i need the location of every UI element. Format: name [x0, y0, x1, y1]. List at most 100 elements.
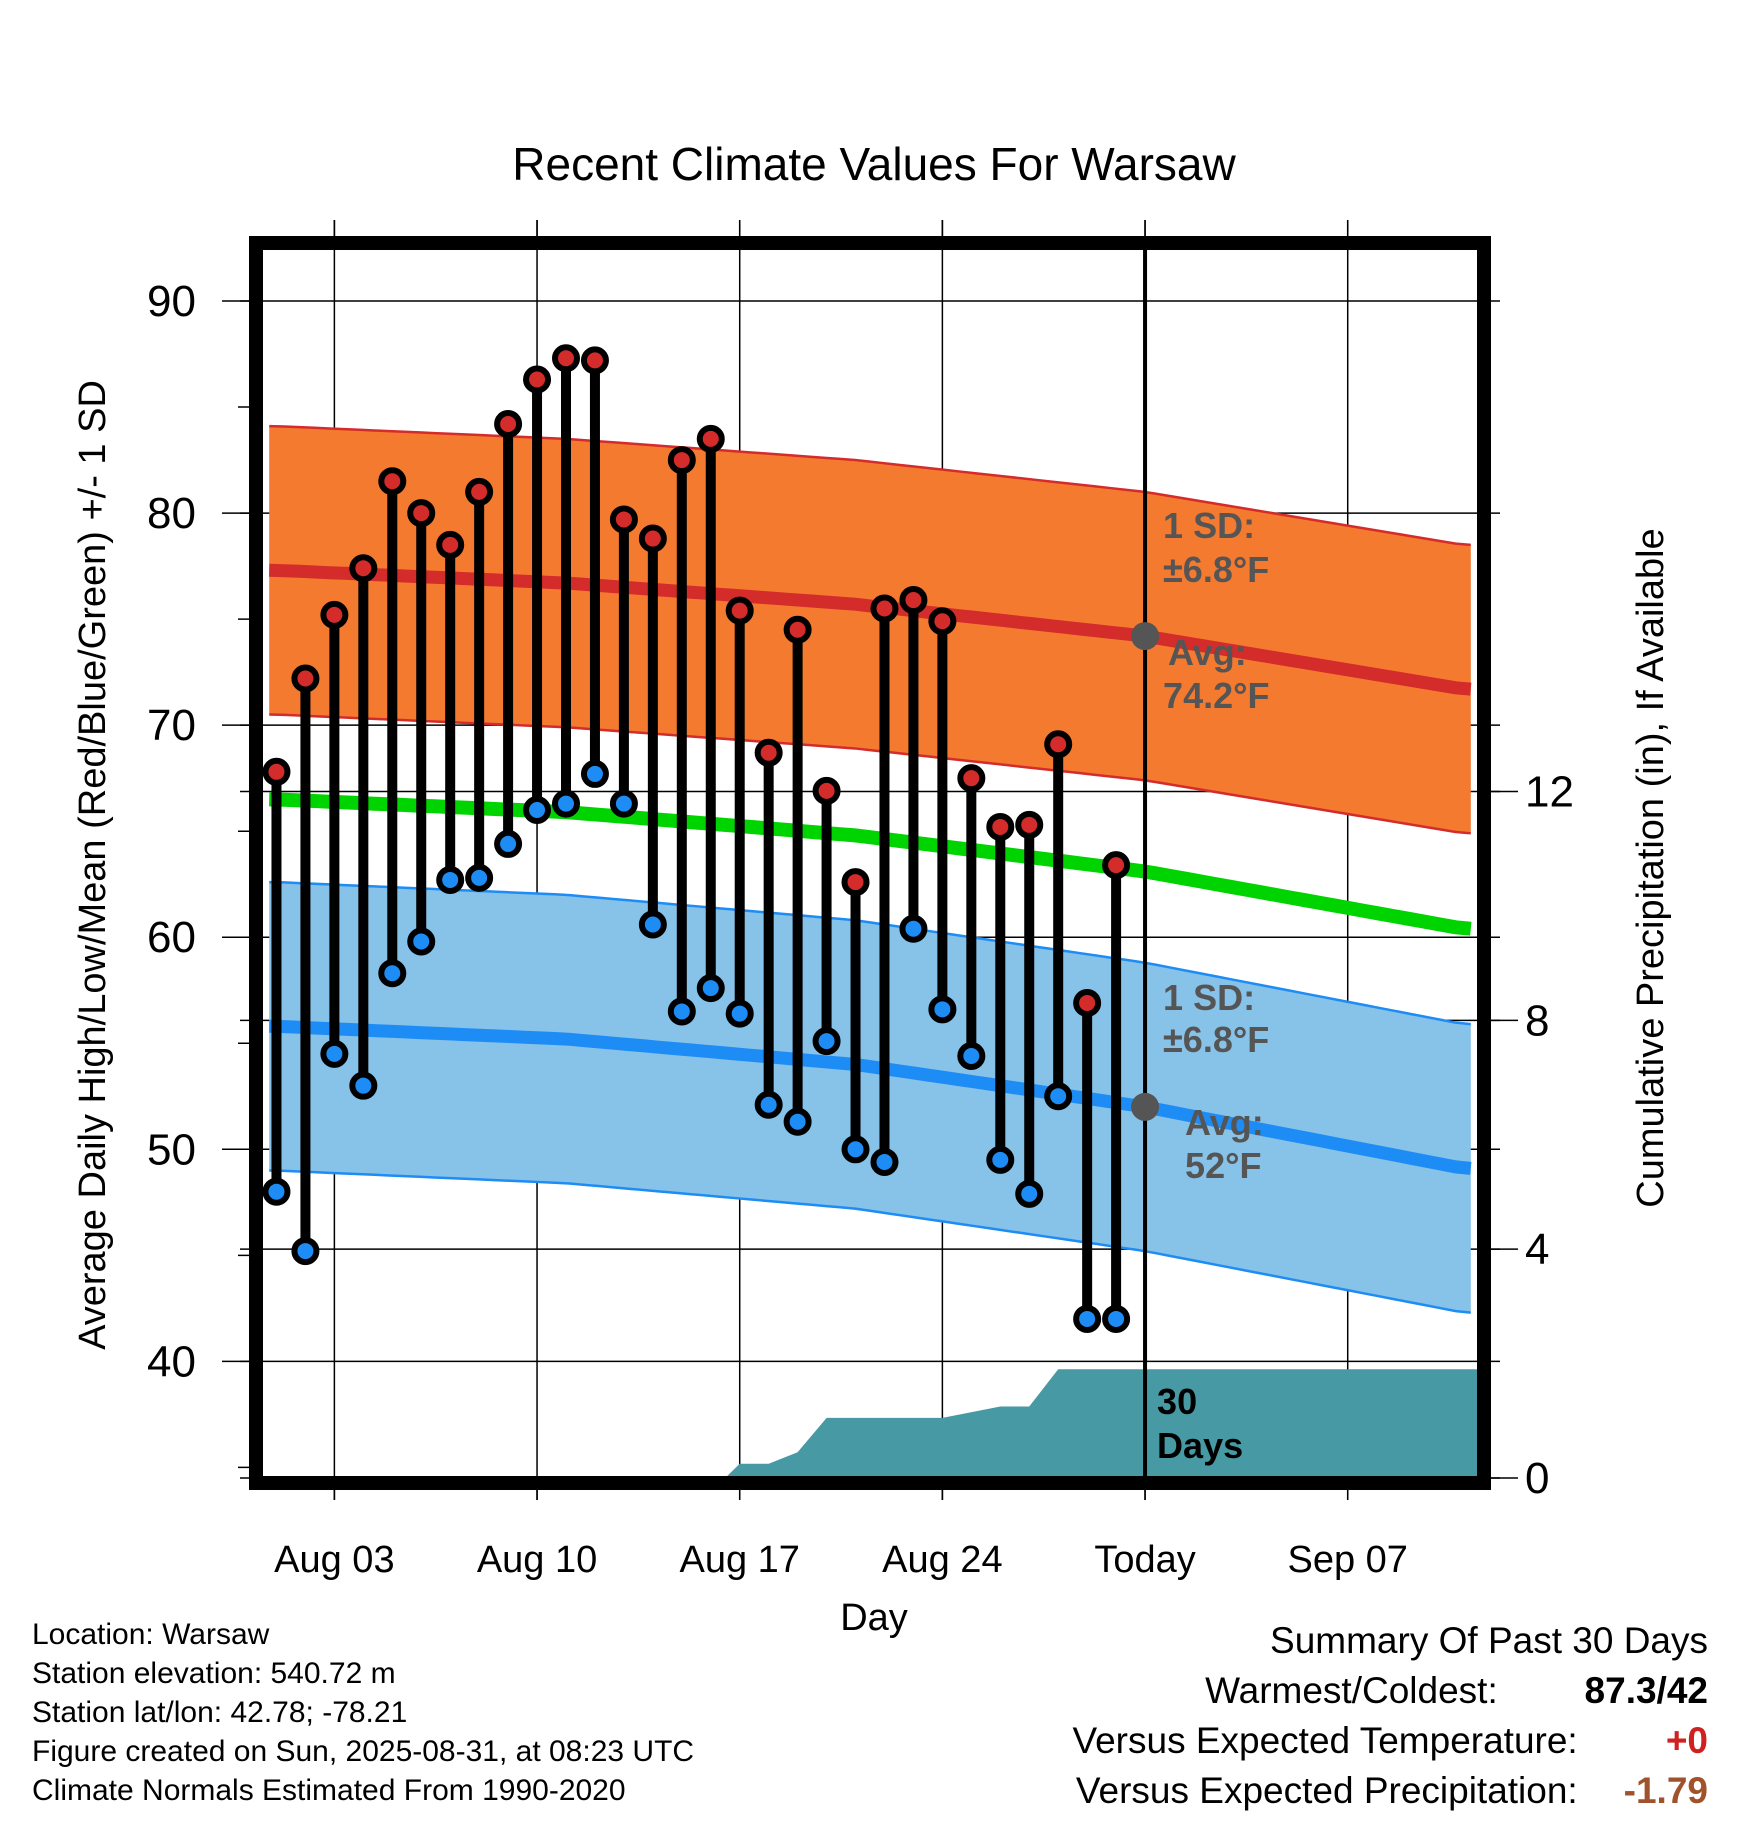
low-point: [1044, 1082, 1073, 1111]
low-point: [436, 865, 465, 894]
normal-low-line: [269, 1019, 1472, 1175]
high-point: [436, 530, 465, 559]
created-text: Figure created on Sun, 2025-08-31, at 08…: [32, 1735, 695, 1768]
high-point: [580, 346, 609, 375]
low-sd-label: 1 SD:: [1163, 977, 1255, 1018]
low-point: [783, 1107, 812, 1136]
high-point: [986, 812, 1015, 841]
y-right-tick-label: 4: [1525, 1225, 1549, 1274]
y-axis-label-right: Cumulative Precipitation (in), If Availa…: [1630, 528, 1672, 1207]
high-point: [494, 410, 523, 439]
summary-panel: Summary Of Past 30 Days Warmest/Coldest:…: [728, 1616, 1708, 1816]
low-point: [349, 1071, 378, 1100]
low-point: [1015, 1179, 1044, 1208]
low-point: [552, 789, 580, 818]
today-high-avg-marker: [1131, 622, 1160, 651]
low-point: [407, 927, 436, 956]
high-point: [638, 524, 667, 553]
high-sd-band-lower-edge: [269, 713, 1471, 835]
precip-anomaly-value: -1.79: [1623, 1770, 1708, 1811]
high-sd-band-upper-edge: [269, 424, 1471, 547]
x-tick-label: Aug 03: [274, 1539, 394, 1581]
precip-area: [276, 1369, 1478, 1478]
station-info: Location: Warsaw Station elevation: 540.…: [32, 1615, 694, 1810]
x-tick-label: Aug 10: [477, 1539, 597, 1581]
high-point: [899, 586, 928, 615]
high-point: [523, 365, 552, 394]
low-point: [870, 1148, 899, 1177]
precip-anomaly-label: Versus Expected Precipitation:: [1075, 1770, 1578, 1811]
low-sd-value: ±6.8°F: [1163, 1019, 1269, 1060]
low-point: [1102, 1304, 1131, 1333]
precip-days-label: Days: [1157, 1425, 1243, 1466]
high-point: [725, 596, 754, 625]
today-low-avg-marker: [1131, 1092, 1160, 1121]
low-point: [494, 829, 523, 858]
low-point: [378, 959, 407, 988]
high-sd-value: ±6.8°F: [1163, 549, 1269, 590]
low-point: [320, 1039, 349, 1068]
low-point: [1073, 1304, 1102, 1333]
high-point: [667, 446, 696, 475]
high-point: [1044, 730, 1073, 759]
high-point: [812, 776, 841, 805]
y-tick-label: 70: [147, 701, 196, 750]
y-right-tick-label: 12: [1525, 767, 1574, 816]
low-point: [841, 1135, 870, 1164]
high-point: [696, 424, 725, 453]
high-point: [552, 344, 580, 373]
low-point: [986, 1145, 1015, 1174]
summary-heading: Summary Of Past 30 Days: [1270, 1620, 1708, 1661]
precip-days-number: 30: [1157, 1381, 1197, 1422]
temp-anomaly-value: +0: [1665, 1720, 1708, 1761]
warmest-label: Warmest/Coldest:: [1205, 1670, 1498, 1711]
low-point: [465, 863, 494, 892]
low-point: [262, 1177, 291, 1206]
high-point: [1015, 810, 1044, 839]
y-right-tick-label: 0: [1525, 1454, 1549, 1503]
high-point: [1102, 851, 1131, 880]
latlon-text: Station lat/lon: 42.78; -78.21: [32, 1696, 408, 1729]
low-avg-label: Avg:: [1185, 1102, 1264, 1143]
y-right-tick-label: 8: [1525, 996, 1549, 1045]
summary-temp-row: Versus Expected Temperature: +0: [728, 1716, 1708, 1766]
high-point: [349, 554, 378, 583]
high-point: [465, 477, 494, 506]
x-tick-label: Aug 24: [882, 1539, 1002, 1581]
high-point: [841, 868, 870, 897]
high-point: [320, 600, 349, 629]
y-tick-label: 40: [147, 1337, 196, 1386]
x-tick-label: Sep 07: [1287, 1539, 1407, 1581]
normal-mean-line: [269, 792, 1472, 936]
low-point: [899, 914, 928, 943]
low-point: [696, 974, 725, 1003]
warmest-value: 87.3/42: [1584, 1670, 1708, 1711]
low-avg-value: 52°F: [1185, 1145, 1261, 1186]
chart-title: Recent Climate Values For Warsaw: [512, 138, 1236, 190]
normals-text: Climate Normals Estimated From 1990-2020: [32, 1774, 626, 1807]
high-point: [957, 764, 986, 793]
x-axis-label: Day: [840, 1597, 908, 1639]
high-point: [928, 607, 957, 636]
high-point: [291, 664, 320, 693]
low-point: [725, 999, 754, 1028]
high-avg-value: 74.2°F: [1163, 675, 1269, 716]
high-point: [609, 505, 638, 534]
location-text: Location: Warsaw: [32, 1618, 270, 1651]
low-sd-band-upper-edge: [269, 880, 1471, 1026]
x-tick-label: Today: [1094, 1539, 1195, 1581]
plot-frame: [249, 236, 1491, 1490]
high-point: [407, 499, 436, 528]
high-avg-label: Avg:: [1168, 632, 1247, 673]
low-point: [580, 759, 609, 788]
low-sd-band: [269, 882, 1471, 1313]
high-point: [1073, 988, 1102, 1017]
x-tick-label: Aug 17: [679, 1539, 799, 1581]
low-point: [957, 1041, 986, 1070]
low-point: [928, 995, 957, 1024]
y-tick-label: 80: [147, 489, 196, 538]
summary-warmest-row: Warmest/Coldest: 87.3/42: [728, 1666, 1708, 1716]
high-point: [262, 757, 291, 786]
